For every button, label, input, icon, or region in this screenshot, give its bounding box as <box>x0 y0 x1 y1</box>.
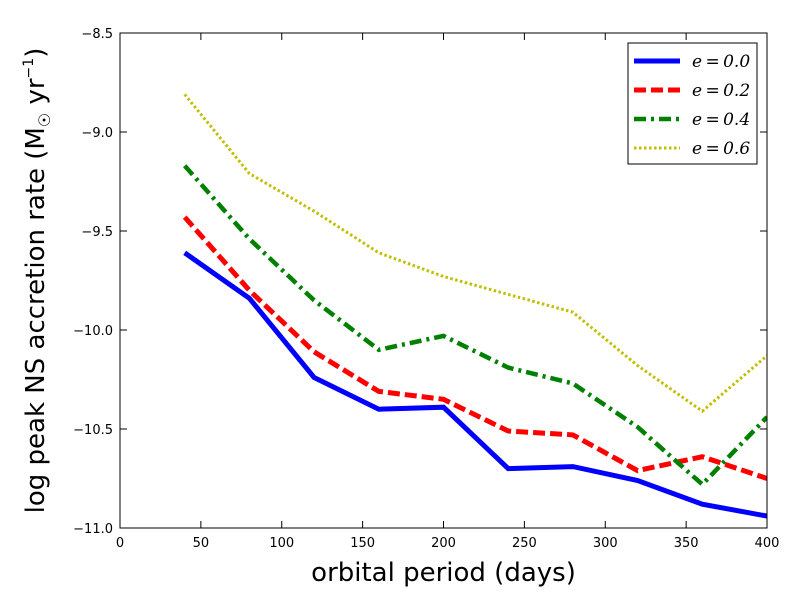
y-tick-label: −10.0 <box>73 324 113 339</box>
legend-label-1: e = 0.2 <box>692 81 750 101</box>
legend-label-0: e = 0.0 <box>692 52 750 72</box>
x-tick-label: 250 <box>512 536 537 551</box>
y-tick-label: −9.0 <box>81 126 113 141</box>
x-tick-label: 0 <box>116 536 124 551</box>
y-axis-label-sun-symbol: ☉ <box>35 113 54 127</box>
y-tick-label: −9.5 <box>81 225 113 240</box>
x-axis-label: orbital period (days) <box>311 558 576 588</box>
x-tick-label: 350 <box>674 536 699 551</box>
y-axis-label: log peak NS accretion rate (M☉ yr−1) <box>21 48 54 514</box>
x-tick-label: 50 <box>193 536 210 551</box>
legend: e = 0.0 e = 0.2 e = 0.4 e = 0.6 <box>627 42 758 165</box>
y-tick-label: −11.0 <box>73 522 113 537</box>
x-tick-label: 300 <box>593 536 618 551</box>
legend-label-2: e = 0.4 <box>692 110 750 130</box>
x-tick-label: 150 <box>350 536 375 551</box>
series-line-0 <box>183 250 767 519</box>
x-tick-label: 400 <box>755 536 780 551</box>
series-line-2 <box>183 164 767 488</box>
series-line-1 <box>182 215 767 481</box>
y-tick-label: −8.5 <box>81 27 113 42</box>
x-tick-label: 200 <box>431 536 456 551</box>
x-tick-label: 100 <box>269 536 294 551</box>
series-layer <box>182 93 767 519</box>
y-axis-label-unit: yr <box>21 78 51 113</box>
series-line-3 <box>183 93 767 414</box>
y-tick-label: −10.5 <box>73 423 113 438</box>
axis-ticks: 0 50 100 150 200 250 300 350 400 −8.5 −9.0 −9.5 −10.… <box>73 27 779 551</box>
legend-label-3: e = 0.6 <box>692 139 750 159</box>
y-axis-label-close: ) <box>21 48 51 58</box>
y-axis-label-main: log peak NS accretion rate (M <box>21 127 51 513</box>
y-axis-label-exponent: −1 <box>21 58 37 79</box>
